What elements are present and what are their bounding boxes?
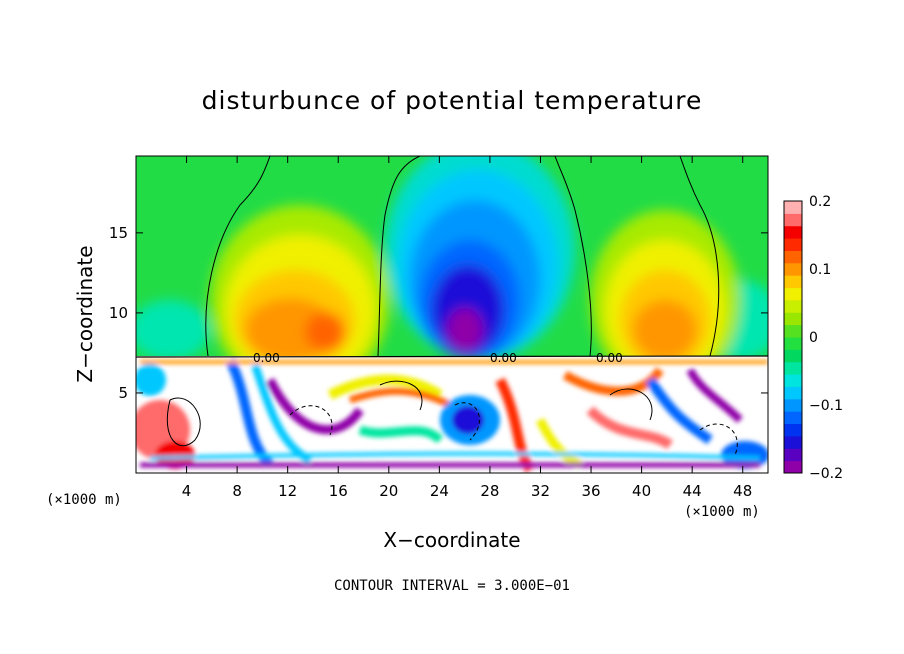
x-axis-label: X−coordinate [383, 528, 520, 552]
x-axis-unit-right: (×1000 m) [684, 504, 760, 520]
colorbar-swatch [784, 287, 802, 301]
x-tick-label: 16 [329, 482, 348, 500]
x-axis: 4 8 12 16 20 24 28 32 36 40 44 48 [182, 156, 752, 500]
contour-interval-note: CONTOUR INTERVAL = 3.000E−01 [333, 578, 570, 594]
colorbar-swatch [784, 423, 802, 437]
x-tick-label: 44 [683, 482, 702, 500]
y-axis: 5 10 15 [109, 224, 768, 402]
colorbar-swatch [784, 238, 802, 251]
x-axis-unit-left: (×1000 m) [46, 492, 122, 508]
zero-contour-label: 0.00 [596, 351, 623, 365]
colorbar-swatch [784, 225, 802, 239]
temperature-field [135, 156, 769, 473]
colorbar-ticks: 0.2 0.1 0 −0.1 −0.2 [809, 194, 843, 482]
y-tick-label: 15 [109, 224, 128, 242]
x-tick-label: 8 [232, 482, 242, 500]
colorbar [784, 201, 802, 474]
chart-title: disturbunce of potential temperature [201, 86, 703, 115]
colorbar-swatch [784, 349, 802, 363]
colorbar-swatch [784, 250, 802, 264]
x-tick-label: 12 [278, 482, 297, 500]
plot-frame [135, 155, 769, 474]
colorbar-swatch [784, 411, 802, 425]
x-tick-label: 32 [531, 482, 550, 500]
colorbar-tick-label: 0.1 [809, 262, 831, 278]
colorbar-tick-label: 0.2 [809, 194, 831, 210]
colorbar-tick-label: −0.2 [809, 466, 843, 482]
colorbar-frame [783, 200, 803, 474]
colorbar-swatch [784, 324, 802, 338]
zero-contour-labels: 0.00 0.00 0.00 [253, 351, 623, 365]
colorbar-swatch [784, 337, 802, 350]
colorbar-swatch [784, 201, 802, 214]
colorbar-swatch [784, 448, 802, 462]
colorbar-swatch [784, 398, 802, 412]
colorbar-swatch [784, 361, 802, 375]
y-tick-label: 10 [109, 304, 128, 322]
colorbar-swatch [784, 374, 802, 387]
x-tick-label: 40 [632, 482, 651, 500]
colorbar-tick-label: 0 [809, 330, 818, 346]
x-tick-label: 20 [379, 482, 398, 500]
x-tick-label: 36 [581, 482, 600, 500]
y-tick-label: 5 [118, 384, 128, 402]
colorbar-swatch [784, 460, 802, 474]
colorbar-swatch [784, 262, 802, 276]
colorbar-swatch [784, 435, 802, 449]
colorbar-tick-label: −0.1 [809, 398, 843, 414]
x-tick-label: 4 [182, 482, 192, 500]
colorbar-swatch [784, 275, 802, 289]
x-tick-label: 24 [430, 482, 449, 500]
colorbar-swatch [784, 312, 802, 326]
y-axis-label: Z−coordinate [73, 245, 97, 382]
x-tick-label: 28 [480, 482, 499, 500]
zero-contour-label: 0.00 [253, 351, 280, 365]
x-tick-label: 48 [733, 482, 752, 500]
colorbar-swatch [784, 299, 802, 313]
colorbar-swatch [784, 386, 802, 400]
zero-contour-label: 0.00 [490, 351, 517, 365]
colorbar-swatch [784, 213, 802, 227]
